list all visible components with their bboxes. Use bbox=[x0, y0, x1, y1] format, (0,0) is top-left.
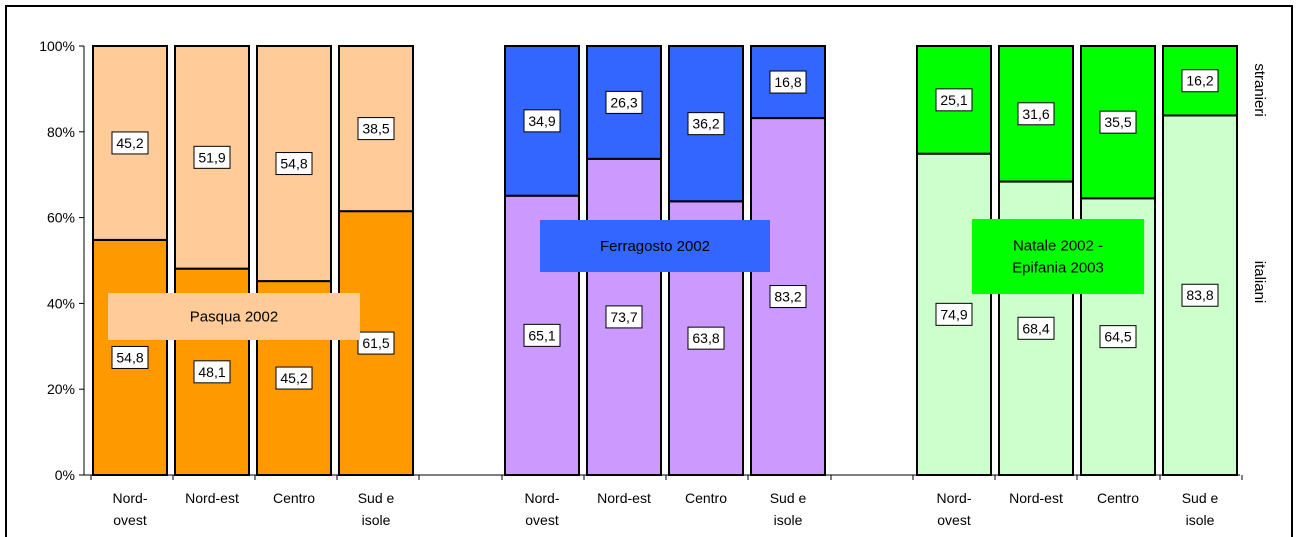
data-label-stranieri: 51,9 bbox=[198, 149, 225, 165]
x-category-label: Centro bbox=[273, 490, 315, 506]
data-label-stranieri-box bbox=[111, 131, 149, 155]
bar-segment-italiani bbox=[586, 157, 662, 476]
x-category-label: Nord-est bbox=[185, 490, 239, 506]
group-label: Pasqua 2002 bbox=[190, 309, 278, 326]
data-label-italiani: 68,4 bbox=[1022, 320, 1049, 336]
data-label-italiani: 63,8 bbox=[692, 330, 719, 346]
data-label-italiani-box bbox=[275, 366, 313, 390]
x-category-label: Nord-est bbox=[1009, 490, 1063, 506]
x-category-label: Nord-est bbox=[597, 490, 651, 506]
x-category-label: Sud e isole bbox=[358, 490, 395, 528]
data-label-italiani: 64,5 bbox=[1104, 329, 1131, 345]
x-category-label: Centro bbox=[1097, 490, 1139, 506]
data-label-stranieri-box bbox=[1181, 69, 1219, 93]
x-category-label: Nord-ovest bbox=[936, 490, 971, 528]
bar-segment-stranieri bbox=[916, 45, 992, 155]
data-label-italiani: 54,8 bbox=[116, 349, 143, 365]
group-label: Ferragosto 2002 bbox=[600, 238, 710, 255]
x-category-label: Sud e isole bbox=[1182, 490, 1219, 528]
bar-segment-stranieri bbox=[256, 45, 332, 283]
data-label-italiani: 83,8 bbox=[1186, 287, 1213, 303]
y-tick-label: 100% bbox=[39, 38, 75, 54]
data-label-italiani-box bbox=[687, 326, 725, 350]
y-tick-label: 60% bbox=[47, 210, 75, 226]
group-label-box bbox=[540, 220, 770, 272]
data-label-stranieri-box bbox=[1017, 102, 1055, 126]
data-label-stranieri: 36,2 bbox=[692, 116, 719, 132]
y-tick-label: 80% bbox=[47, 124, 75, 140]
data-label-italiani-box bbox=[111, 345, 149, 369]
data-label-italiani: 73,7 bbox=[610, 309, 637, 325]
side-label-italiani: italiani bbox=[1251, 261, 1268, 304]
x-category-label: Sud e isole bbox=[770, 490, 807, 528]
data-label-stranieri: 54,8 bbox=[280, 156, 307, 172]
data-label-stranieri: 38,5 bbox=[362, 121, 389, 137]
group-label: Natale 2002 -Epifania 2003 bbox=[1012, 238, 1104, 277]
data-label-stranieri-box bbox=[605, 90, 643, 114]
data-label-italiani-box bbox=[935, 302, 973, 326]
side-label-stranieri: stranieri bbox=[1251, 63, 1268, 116]
data-label-italiani-box bbox=[523, 323, 561, 347]
data-label-stranieri-box bbox=[357, 117, 395, 141]
data-label-stranieri: 35,5 bbox=[1104, 114, 1131, 130]
data-label-stranieri-box bbox=[935, 88, 973, 112]
data-label-stranieri: 26,3 bbox=[610, 94, 637, 110]
data-label-italiani: 48,1 bbox=[198, 364, 225, 380]
bar-segment-italiani bbox=[750, 117, 826, 477]
data-label-italiani: 45,2 bbox=[280, 370, 307, 386]
data-label-italiani-box bbox=[769, 285, 807, 309]
data-label-stranieri-box bbox=[275, 152, 313, 176]
y-tick-label: 40% bbox=[47, 295, 75, 311]
x-category-label: Centro bbox=[685, 490, 727, 506]
data-label-stranieri: 31,6 bbox=[1022, 106, 1049, 122]
group-label-box bbox=[108, 293, 360, 340]
data-label-stranieri: 16,2 bbox=[1186, 73, 1213, 89]
data-label-stranieri: 16,8 bbox=[774, 74, 801, 90]
data-label-italiani-box bbox=[605, 305, 643, 329]
x-category-label: Nord-ovest bbox=[524, 490, 559, 528]
data-label-italiani-box bbox=[1099, 325, 1137, 349]
x-category-label: Nord-ovest bbox=[112, 490, 147, 528]
data-label-stranieri-box bbox=[1099, 110, 1137, 134]
data-label-italiani-box bbox=[193, 360, 231, 384]
data-label-stranieri: 34,9 bbox=[528, 113, 555, 129]
y-tick-label: 0% bbox=[55, 467, 75, 483]
data-label-italiani: 61,5 bbox=[362, 335, 389, 351]
data-label-italiani: 83,2 bbox=[774, 289, 801, 305]
group-label-box bbox=[972, 219, 1144, 294]
data-label-stranieri-box bbox=[687, 112, 725, 136]
data-label-stranieri: 45,2 bbox=[116, 135, 143, 151]
data-label-stranieri-box bbox=[523, 109, 561, 133]
data-label-italiani: 74,9 bbox=[940, 306, 967, 322]
data-label-italiani: 65,1 bbox=[528, 327, 555, 343]
data-label-stranieri: 25,1 bbox=[940, 92, 967, 108]
data-label-italiani-box bbox=[357, 331, 395, 355]
y-tick-label: 20% bbox=[47, 381, 75, 397]
data-label-stranieri-box bbox=[193, 145, 231, 169]
data-label-italiani-box bbox=[1017, 316, 1055, 340]
bar-segment-stranieri bbox=[668, 45, 744, 203]
data-label-italiani-box bbox=[1181, 283, 1219, 307]
data-label-stranieri-box bbox=[769, 70, 807, 94]
